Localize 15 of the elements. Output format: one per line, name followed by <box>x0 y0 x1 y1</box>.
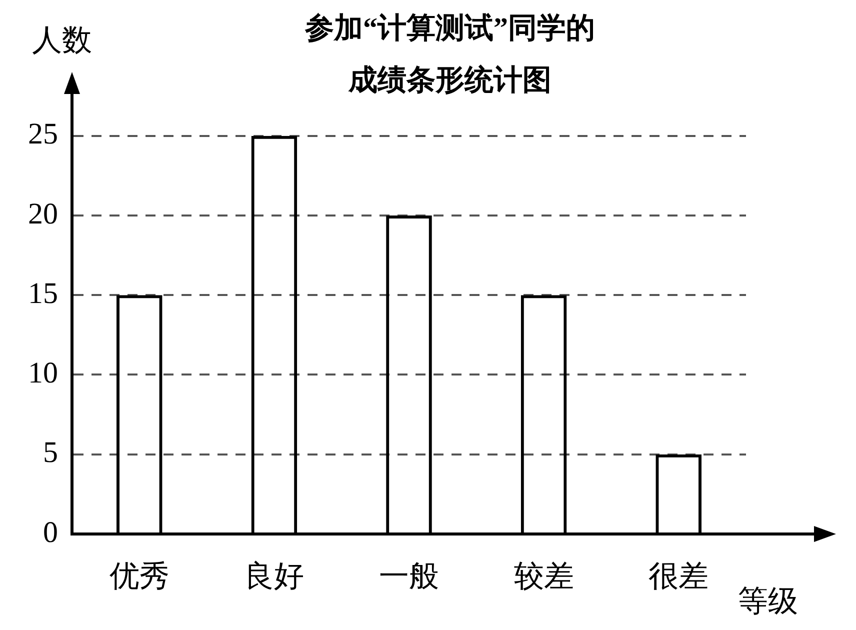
x-tick-label: 较差 <box>514 560 574 593</box>
x-axis-title: 等级 <box>738 584 798 618</box>
y-tick-label: 25 <box>28 118 58 151</box>
x-tick-label: 良好 <box>244 560 304 593</box>
y-tick-label: 20 <box>28 197 58 230</box>
y-tick-label: 15 <box>28 276 58 310</box>
x-tick-label: 一般 <box>379 560 439 593</box>
y-tick-label: 10 <box>28 356 58 390</box>
x-tick-label: 很差 <box>648 560 709 593</box>
x-tick-label: 优秀 <box>109 560 170 593</box>
y-axis-title: 人数 <box>32 24 92 57</box>
text: 参加“计算测试”同学的 <box>305 12 595 44</box>
text: 成绩条形统计图 <box>348 64 552 96</box>
y-tick-label: 5 <box>43 436 58 470</box>
y-tick-label: 0 <box>43 516 58 549</box>
